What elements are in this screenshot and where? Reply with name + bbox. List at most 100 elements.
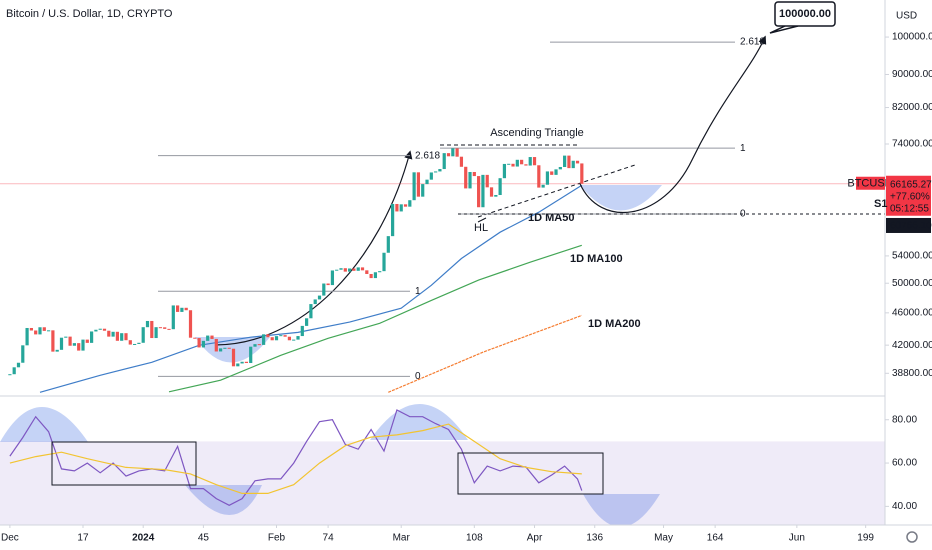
candle [472, 171, 476, 177]
candle [421, 184, 425, 197]
candle [343, 268, 347, 272]
candle [51, 330, 55, 352]
candle [532, 157, 537, 166]
rsi-range-box [51, 441, 197, 486]
candle [150, 320, 154, 339]
candle [554, 169, 558, 175]
candle [382, 252, 386, 272]
candle [171, 305, 175, 330]
candle [391, 203, 395, 237]
currency: USD [896, 11, 917, 22]
y-tick-label: 46000.00 [892, 307, 932, 318]
rsi-line [9, 423, 582, 494]
candle [360, 267, 365, 271]
candle [356, 267, 360, 271]
candle [137, 342, 141, 344]
x-tick-label: Jun [789, 533, 805, 544]
annotation: Ascending Triangle [490, 127, 584, 139]
candle [520, 159, 524, 165]
ma-label: 1D MA200 [588, 318, 641, 330]
candle [317, 295, 322, 300]
candle [580, 163, 584, 184]
hl-pointer [477, 217, 487, 223]
candle [55, 349, 59, 352]
candle [550, 171, 554, 175]
chart-title: Bitcoin / U.S. Dollar, 1D, CRYPTO [6, 8, 173, 20]
candle [120, 333, 124, 341]
candle [111, 331, 115, 337]
y-tick-label: 38800.00 [892, 368, 932, 379]
x-tick-label: 136 [586, 533, 603, 544]
candle [485, 174, 489, 188]
candle [455, 148, 459, 157]
candle [124, 333, 128, 341]
rsi-pane [0, 404, 885, 525]
candle [451, 148, 455, 157]
candle [107, 330, 111, 337]
candle [197, 338, 201, 348]
candle [300, 325, 304, 337]
candle [322, 283, 326, 296]
candle [145, 320, 150, 328]
candle [59, 337, 64, 350]
candle [89, 331, 94, 343]
rsi-highlight [185, 485, 262, 515]
candle [386, 236, 390, 253]
candle [489, 187, 494, 197]
candle [567, 155, 571, 169]
candle [141, 327, 145, 343]
candle [502, 163, 507, 179]
candle [429, 172, 433, 180]
ma-line [388, 314, 583, 393]
settings-icon[interactable] [906, 531, 918, 543]
candle [545, 171, 550, 185]
target-label: 100000.00 [779, 8, 831, 20]
candle [64, 336, 68, 338]
candle [369, 273, 373, 279]
candle [253, 344, 257, 347]
y-tick-label: 40.00 [892, 501, 917, 512]
ma-label: 1D MA50 [528, 212, 574, 224]
candle [158, 327, 163, 329]
rsi-range-box [457, 452, 604, 495]
candle [21, 345, 25, 363]
x-tick-label: Apr [527, 533, 543, 544]
candle [335, 269, 339, 271]
x-tick-label: 199 [857, 533, 874, 544]
rsi-highlight [370, 404, 468, 440]
candle [210, 335, 214, 339]
candle [438, 169, 442, 172]
candle [395, 203, 399, 212]
candle [511, 163, 515, 167]
candle [29, 327, 33, 331]
candle [219, 348, 223, 352]
candle [231, 348, 236, 367]
candle [399, 204, 403, 212]
candle [42, 327, 46, 331]
candle [223, 347, 227, 349]
candle [446, 153, 451, 157]
candle [507, 163, 511, 165]
countdown-label: 05:12:55 [890, 203, 929, 214]
candle [571, 160, 575, 169]
ma-label: 1D MA100 [570, 253, 623, 265]
candle [72, 343, 76, 346]
candle [296, 336, 300, 340]
candle [38, 327, 42, 335]
x-tick-label: 2024 [132, 533, 155, 544]
candle [274, 336, 279, 341]
y-tick-label: 100000.00 [892, 32, 932, 43]
fib-level-label: 2.618 [415, 150, 440, 161]
candle [98, 328, 102, 330]
candle [537, 165, 541, 188]
candle [201, 340, 206, 348]
candle [477, 176, 481, 208]
support-box [886, 217, 931, 233]
ma-line [168, 244, 582, 393]
y-tick-label: 82000.00 [892, 102, 932, 113]
symbol-box [856, 176, 885, 190]
candle [34, 330, 38, 335]
candle [257, 344, 261, 346]
candle [339, 268, 343, 270]
